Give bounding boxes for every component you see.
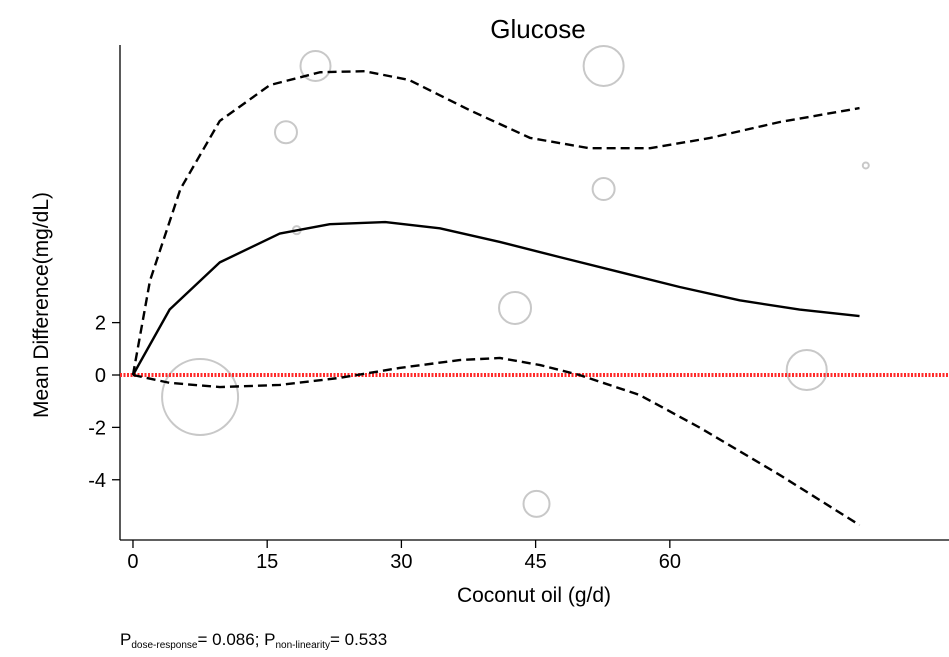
x-tick-label: 0	[127, 551, 138, 573]
x-tick-label: 15	[256, 551, 278, 573]
curve	[132, 356, 861, 527]
footnote-part: = 0.086; P	[198, 630, 276, 649]
curve	[131, 220, 860, 376]
chart-title: Glucose	[490, 14, 585, 44]
footnote-part: P	[120, 630, 131, 649]
bubble	[582, 44, 625, 87]
footnote: Pdose-response= 0.086; Pnon-linearity= 0…	[120, 630, 387, 651]
y-axis-label: Mean Difference(mg/dL)	[30, 192, 53, 418]
y-tick-label: -2	[88, 417, 106, 439]
bubble	[591, 177, 616, 202]
bubble	[861, 161, 870, 170]
bubble	[273, 120, 298, 145]
y-tick-label: -4	[88, 470, 106, 492]
bubble	[299, 49, 332, 82]
x-tick-label: 60	[659, 551, 681, 573]
footnote-sub: dose-response	[131, 640, 198, 651]
bubble	[161, 358, 240, 436]
x-axis-label: Coconut oil (g/d)	[457, 584, 611, 607]
bubble	[785, 349, 828, 392]
x-tick-label: 45	[524, 551, 546, 573]
bubble	[498, 290, 533, 325]
y-tick-label: 2	[95, 313, 106, 335]
y-tick-label: 0	[95, 365, 106, 387]
curve	[131, 69, 860, 376]
footnote-part: = 0.533	[330, 630, 387, 649]
footnote-sub: non-linearity	[275, 640, 329, 651]
x-tick-label: 30	[390, 551, 412, 573]
bubble	[522, 489, 551, 518]
